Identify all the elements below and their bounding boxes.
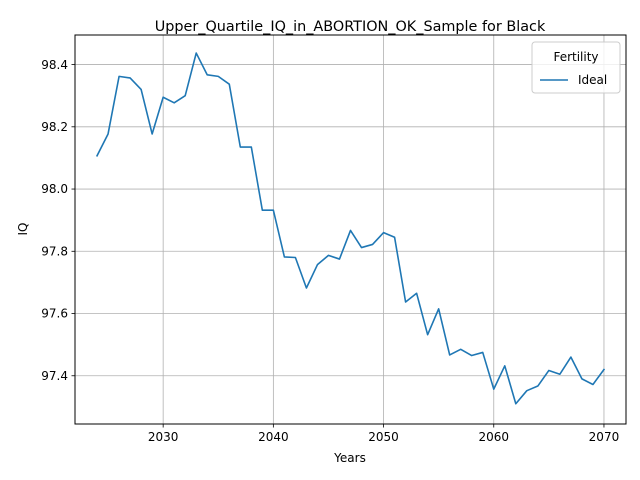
x-tick-label: 2030 (148, 430, 179, 444)
y-tick-label: 98.0 (41, 182, 68, 196)
y-tick-label: 97.4 (41, 369, 68, 383)
y-tick-label: 98.4 (41, 58, 68, 72)
x-tick-label: 2050 (368, 430, 399, 444)
y-axis-label: IQ (16, 223, 30, 236)
legend-title: Fertility (553, 50, 598, 64)
legend-label: Ideal (578, 73, 607, 87)
legend: Fertility Ideal (531, 41, 621, 94)
plot-frame (74, 34, 627, 425)
x-axis-label: Years (333, 451, 366, 465)
x-tick-label: 2070 (589, 430, 620, 444)
y-tick-label: 97.8 (41, 244, 68, 258)
series-line-ideal (95, 52, 606, 405)
x-axis: 2030 2040 2050 2060 2070 (148, 424, 619, 444)
y-tick-label: 97.6 (41, 307, 68, 321)
x-tick-label: 2060 (478, 430, 509, 444)
y-axis: 97.4 97.6 97.8 98.0 98.2 98.4 (41, 58, 75, 383)
chart-title: Upper_Quartile_IQ_in_ABORTION_OK_Sample … (155, 19, 546, 35)
series-layer (95, 52, 606, 405)
x-tick-label: 2040 (258, 430, 289, 444)
y-tick-label: 98.2 (41, 120, 68, 134)
